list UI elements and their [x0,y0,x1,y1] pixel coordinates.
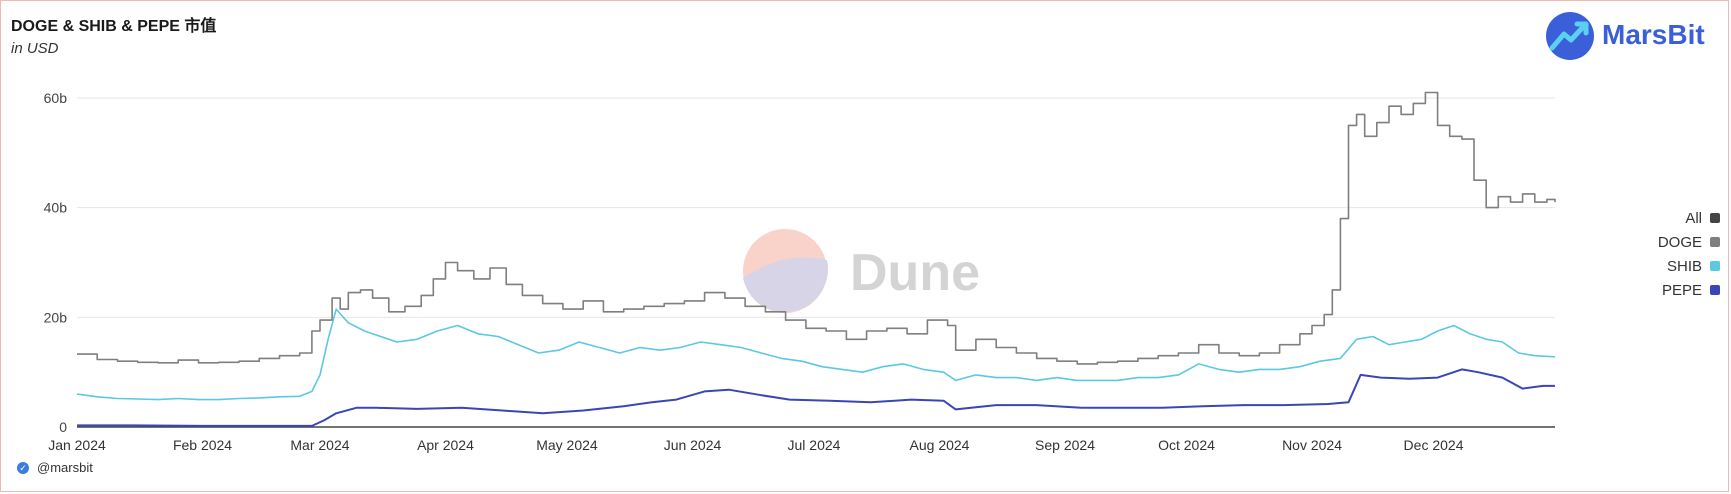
x-tick-label: Dec 2024 [1404,437,1464,453]
legend-label: SHIB [1666,257,1702,275]
legend-swatch [1710,213,1720,223]
x-tick-label: Apr 2024 [417,437,474,453]
x-tick-label: Oct 2024 [1158,437,1215,453]
x-tick-label: Sep 2024 [1035,437,1095,453]
chart-subtitle: in USD [11,40,59,57]
marsbit-logo-text: MarsBit [1602,19,1705,50]
legend-swatch [1710,285,1720,295]
footer-handle: @marsbit [37,460,93,475]
legend-swatch [1710,237,1720,247]
footer-credit: ✓ @marsbit [17,460,93,475]
dune-watermark-text: Dune [850,244,980,302]
legend-label: DOGE [1657,233,1702,251]
legend-item-pepe[interactable]: PEPE [1620,278,1720,302]
x-axis-ticks: Jan 2024 Feb 2024 Mar 2024 Apr 2024 May 2024… [48,437,1464,453]
marsbit-logo-icon [1546,12,1594,60]
series-line-shib [76,308,1556,401]
y-tick-label: 40b [44,200,68,216]
y-tick-label: 0 [59,419,67,435]
y-tick-label: 60b [44,90,68,106]
x-tick-label: Aug 2024 [910,437,970,453]
legend-item-all[interactable]: All [1620,206,1720,230]
grid-lines [77,97,1555,428]
x-tick-label: Mar 2024 [290,437,349,453]
marsbit-logo: MarsBit [1544,10,1724,62]
legend-label: All [1685,209,1702,227]
series-line-pepe [77,368,1555,427]
legend-item-doge[interactable]: DOGE [1620,230,1720,254]
legend-label: PEPE [1661,281,1702,299]
chart-title: DOGE & SHIB & PEPE 市值 [11,18,217,35]
verified-check-icon: ✓ [17,461,29,474]
y-tick-label: 20b [44,309,68,325]
x-tick-label: Nov 2024 [1282,437,1342,453]
series-line-doge [77,91,1556,365]
legend-swatch [1710,261,1720,271]
x-tick-label: Jan 2024 [48,437,106,453]
y-axis-ticks: 0 20b 40b 60b [44,90,68,435]
series-layer [76,91,1556,427]
x-tick-label: Jul 2024 [788,437,841,453]
x-tick-label: Feb 2024 [173,437,232,453]
legend: All DOGE SHIB PEPE [1620,206,1720,302]
legend-item-shib[interactable]: SHIB [1620,254,1720,278]
x-tick-label: May 2024 [536,437,598,453]
x-tick-label: Jun 2024 [664,437,722,453]
dune-watermark: Dune [743,229,980,313]
